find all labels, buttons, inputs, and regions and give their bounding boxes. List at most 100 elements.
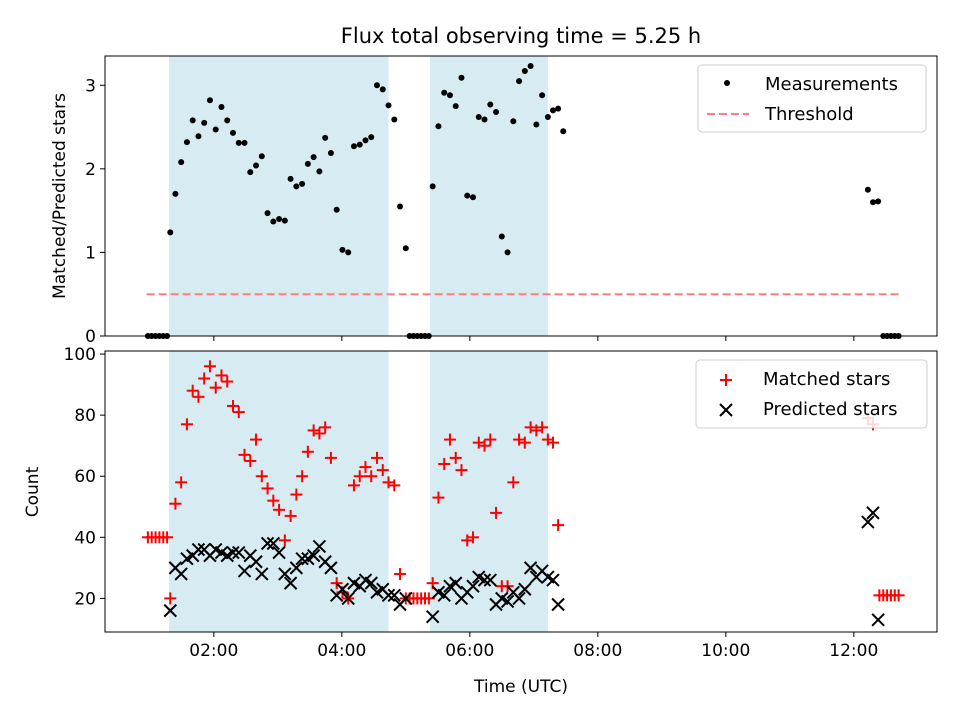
matched-point-65 [490, 506, 503, 519]
top-measurement-point-27 [287, 175, 294, 182]
matched-point-30 [301, 445, 314, 458]
top-measurement-point-37 [345, 249, 352, 256]
top-measurement-point-68 [510, 118, 517, 125]
top-measurement-point-39 [356, 141, 363, 148]
legend-predicted-marker [719, 403, 733, 417]
matched-point-59 [455, 464, 468, 477]
predicted-point-30 [335, 582, 350, 596]
top-measurement-point-42 [374, 82, 380, 89]
matched-point-22 [255, 470, 268, 483]
bot-shade-region-1 [430, 351, 548, 632]
top-measurement-point-46 [397, 203, 404, 210]
predicted-point-46 [449, 576, 463, 590]
predicted-point-22 [289, 561, 304, 575]
top-measurement-point-31 [310, 154, 317, 161]
top-measurement-point-25 [276, 215, 283, 222]
top-shade-region-0 [169, 56, 389, 336]
bottom-legend-box [695, 359, 928, 429]
predicted-point-31 [341, 591, 355, 606]
top-measurement-point-20 [247, 169, 254, 176]
top-measurement-point-19 [241, 139, 248, 146]
predicted-point-13 [237, 564, 252, 578]
matched-point-14 [209, 381, 222, 394]
x-tick-label-3: 08:00 [573, 641, 622, 661]
bot-y-tick-label-0: 20 [74, 589, 96, 609]
top-measurement-point-56 [441, 89, 448, 96]
matched-point-11 [192, 390, 205, 403]
top-measurement-point-54 [429, 183, 436, 190]
matched-point-58 [449, 451, 462, 464]
predicted-point-19 [272, 545, 286, 560]
matched-point-15 [215, 369, 228, 382]
top-measurement-point-77 [560, 128, 567, 135]
predicted-point-38 [381, 588, 396, 603]
matched-point-64 [484, 433, 497, 446]
top-measurement-point-30 [304, 160, 311, 167]
top-measurement-point-58 [452, 103, 459, 110]
top-measurement-point-65 [493, 109, 500, 115]
top-measurement-point-78 [864, 186, 871, 193]
matched-point-28 [290, 488, 303, 501]
matched-point-68 [507, 476, 520, 489]
top-measurement-point-70 [521, 68, 528, 75]
predicted-point-39 [387, 588, 401, 603]
top-measurement-point-74 [544, 114, 551, 121]
top-measurement-point-8 [178, 159, 185, 166]
predicted-point-63 [546, 573, 560, 587]
top-measurement-point-22 [258, 153, 265, 160]
predicted-point-42 [425, 610, 440, 624]
x-axis-label: Time (UTC) [473, 677, 568, 697]
predicted-point-41 [399, 591, 413, 606]
matched-point-23 [261, 482, 274, 495]
top-measurement-point-32 [316, 168, 323, 175]
predicted-point-66 [866, 506, 880, 520]
top-measurement-point-35 [333, 206, 340, 213]
matched-point-32 [313, 427, 326, 440]
top-panel: 0 1 2 3 Matched/Predicted stars Measurement… [50, 55, 938, 347]
matched-point-27 [284, 509, 297, 522]
predicted-point-15 [249, 555, 263, 569]
matched-point-20 [244, 454, 257, 467]
bottom-plot-frame [104, 350, 938, 633]
top-measurement-point-41 [368, 134, 375, 141]
bottom-series-layer [141, 360, 905, 627]
matched-point-9 [180, 418, 193, 431]
x-tick-label-2: 06:00 [445, 641, 494, 661]
matched-point-63 [478, 439, 491, 452]
predicted-point-52 [483, 573, 497, 587]
matched-point-55 [432, 491, 445, 504]
matched-point-6 [164, 592, 177, 605]
predicted-point-17 [260, 536, 275, 551]
top-measurement-point-73 [539, 92, 546, 99]
top-measurement-point-59 [458, 74, 465, 81]
bottom-y-axis-label: Count [23, 466, 43, 517]
matched-point-26 [278, 534, 291, 547]
matched-point-25 [273, 503, 286, 516]
matched-point-46 [394, 567, 407, 580]
bot-y-tick-label-4: 100 [64, 345, 96, 365]
matched-point-73 [536, 421, 549, 434]
top-measurement-point-40 [362, 137, 369, 144]
matched-point-16 [221, 375, 234, 388]
bot-y-tick-label-2: 60 [74, 467, 96, 487]
top-measurement-point-45 [391, 116, 398, 123]
top-y-axis-label: Matched/Predicted stars [50, 93, 70, 299]
bottom-y-axis: 20 40 60 80 100 [64, 345, 105, 609]
top-measurement-point-12 [201, 119, 208, 126]
bot-y-tick-label-1: 40 [74, 528, 96, 548]
matched-point-45 [388, 479, 401, 492]
predicted-point-5 [191, 542, 206, 557]
top-measurement-point-13 [206, 97, 213, 104]
bottom-panel: 20 40 60 80 100 02:00 04:00 06:00 08:00 10:00 12:… [23, 345, 938, 697]
top-y-axis: 0 1 2 3 [85, 76, 105, 347]
top-measurement-point-69 [516, 78, 523, 85]
predicted-point-28 [324, 561, 338, 575]
predicted-point-23 [295, 551, 309, 566]
matched-point-70 [518, 436, 531, 449]
legend-matched-label: Matched stars [763, 369, 890, 390]
legend-measurements-marker [724, 80, 730, 86]
predicted-point-11 [226, 545, 240, 560]
matched-point-57 [443, 433, 456, 446]
top-measurement-point-16 [224, 117, 231, 124]
top-measurement-point-18 [235, 139, 242, 146]
